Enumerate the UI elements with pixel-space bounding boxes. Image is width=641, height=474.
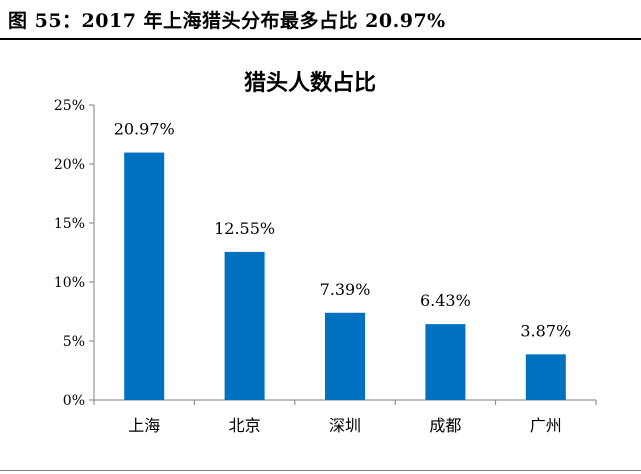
- x-axis: 上海 北京 深圳 成都 广州: [93, 399, 597, 435]
- bar-chart: 猎头人数占比 0% 5% 10% 15% 20% 25% 上海 北京 深圳 成都 广州 20.97…: [54, 70, 597, 435]
- y-tick-label: 15%: [54, 216, 85, 232]
- bar-1: [124, 152, 165, 400]
- bar-3: [325, 312, 365, 400]
- chart-area: 猎头人数占比 0% 5% 10% 15% 20% 25% 上海 北京 深圳 成都 广州 20.97…: [0, 40, 641, 470]
- data-label: 20.97%: [114, 120, 175, 139]
- data-label: 7.39%: [320, 280, 371, 299]
- bar-2: [224, 251, 265, 400]
- bar-4: [425, 324, 466, 400]
- figure-header: 图 55：2017 年上海猎头分布最多占比 20.97%: [0, 0, 641, 40]
- data-label: 12.55%: [214, 219, 275, 238]
- bar-5: [525, 354, 566, 400]
- x-tick-label: 成都: [429, 416, 461, 435]
- y-tick-label: 25%: [54, 98, 85, 114]
- x-tick-label: 北京: [229, 416, 261, 435]
- x-tick-label: 上海: [128, 416, 160, 435]
- figure-title: 图 55：2017 年上海猎头分布最多占比 20.97%: [8, 10, 446, 32]
- chart-title: 猎头人数占比: [244, 70, 376, 96]
- y-tick-label: 5%: [63, 334, 85, 350]
- data-label: 6.43%: [420, 291, 471, 310]
- y-tick-label: 20%: [54, 157, 85, 173]
- y-axis: 0% 5% 10% 15% 20% 25%: [54, 98, 95, 409]
- y-tick-label: 0%: [63, 393, 85, 409]
- x-tick-label: 广州: [530, 416, 562, 435]
- x-tick-label: 深圳: [329, 416, 361, 435]
- bar-series: 20.97% 12.55% 7.39% 6.43% 3.87%: [114, 120, 571, 400]
- header-rule: [0, 38, 641, 40]
- footer-rule: [0, 470, 641, 471]
- data-label: 3.87%: [520, 321, 571, 340]
- y-tick-label: 10%: [54, 275, 85, 291]
